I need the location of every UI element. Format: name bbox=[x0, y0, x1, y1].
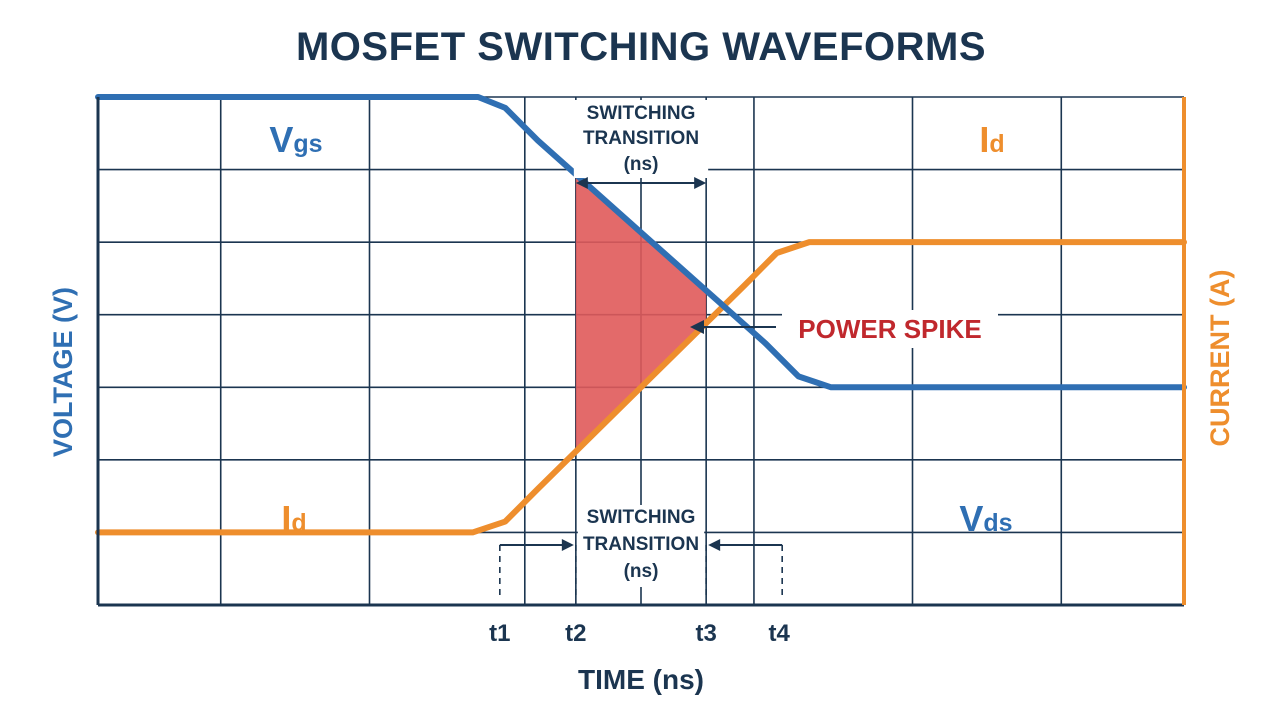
transition-top-line1: SWITCHING bbox=[587, 103, 696, 124]
annotations: SWITCHING TRANSITION (ns) SWITCHING TRANSITI… bbox=[499, 100, 998, 587]
transition-bottom-arrowhead-left bbox=[561, 539, 574, 551]
transition-bottom-arrowhead-right bbox=[708, 539, 721, 551]
y-axis-label-voltage: VOLTAGE (V) bbox=[48, 287, 78, 457]
tick-label-t2: t2 bbox=[565, 620, 586, 647]
power-spike-arrowhead bbox=[690, 320, 704, 334]
series-label-vgs: Vgs bbox=[269, 119, 322, 160]
chart-title: MOSFET SWITCHING WAVEFORMS bbox=[296, 25, 986, 69]
series-label-id-low: Id bbox=[281, 498, 306, 539]
transition-top-arrowhead-left bbox=[575, 177, 588, 189]
series: Vgs Vds Id Id bbox=[95, 94, 1187, 539]
transition-top-bg bbox=[573, 100, 709, 178]
transition-top-line2: TRANSITION bbox=[583, 128, 699, 149]
transition-bottom-bg bbox=[577, 505, 705, 587]
tick-label-t4: t4 bbox=[769, 620, 791, 647]
power-spike-label-bg bbox=[782, 310, 998, 348]
vgs-vds-line bbox=[95, 94, 1187, 391]
power-spike-label: POWER SPIKE bbox=[798, 314, 981, 344]
x-ticks: t1 t2 t3 t4 bbox=[489, 545, 791, 647]
transition-top-line3: (ns) bbox=[624, 154, 659, 175]
power-spike-region bbox=[575, 174, 707, 452]
transition-top-arrowhead-right bbox=[694, 177, 707, 189]
y-axis-label-current: CURRENT (A) bbox=[1205, 270, 1235, 447]
power-spike-fill bbox=[575, 174, 707, 452]
tick-label-t3: t3 bbox=[695, 620, 716, 647]
series-label-vds: Vds bbox=[959, 498, 1012, 539]
transition-bottom-line3: (ns) bbox=[624, 561, 659, 582]
id-line bbox=[95, 239, 1187, 536]
series-label-id-high: Id bbox=[979, 119, 1004, 160]
axes bbox=[96, 97, 1186, 607]
transition-bottom-line2: TRANSITION bbox=[583, 534, 699, 555]
transition-bottom-line1: SWITCHING bbox=[587, 507, 696, 528]
x-axis-label: TIME (ns) bbox=[578, 664, 704, 695]
tick-label-t1: t1 bbox=[489, 620, 510, 647]
